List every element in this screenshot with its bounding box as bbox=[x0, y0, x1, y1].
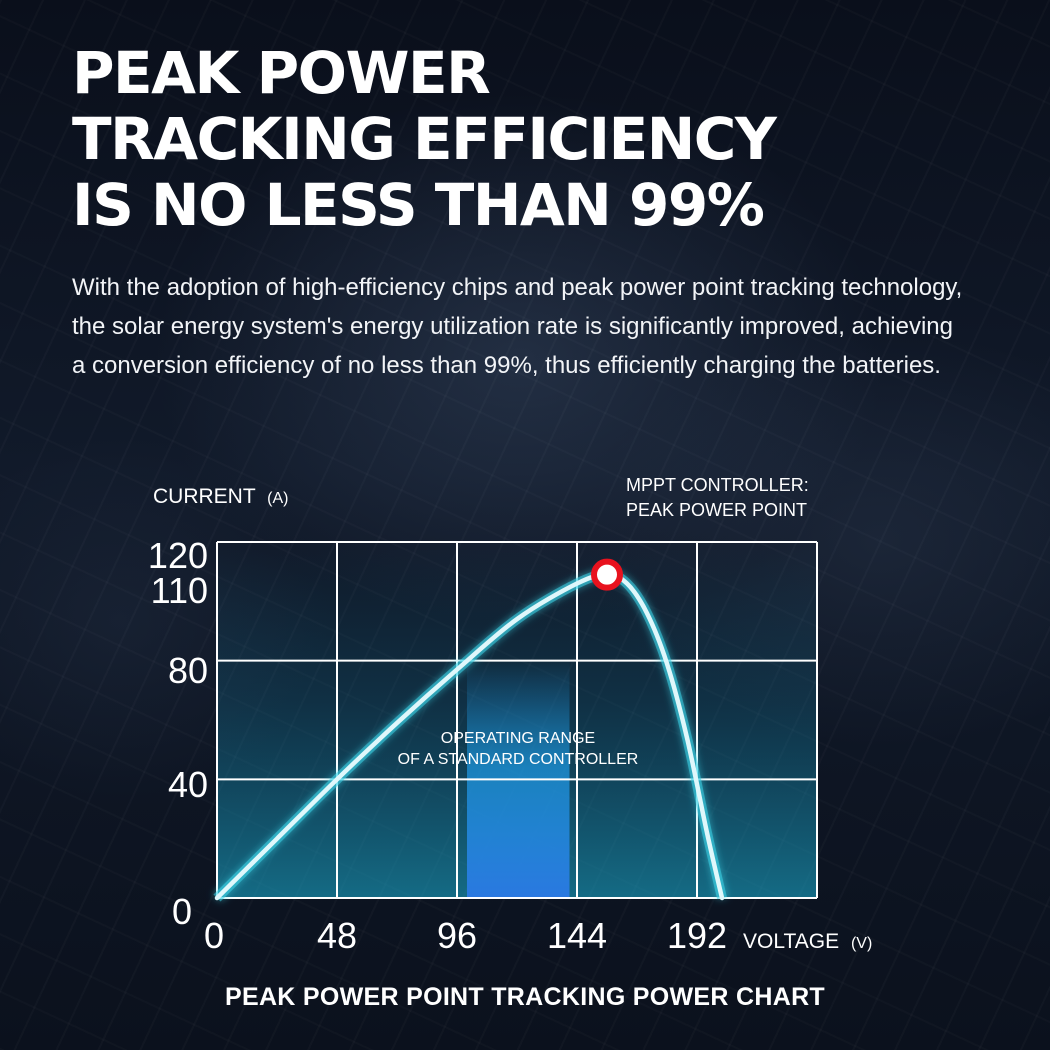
y-tick-label: 120 bbox=[148, 535, 208, 576]
headline-line-2: TRACKING EFFICIENCY bbox=[72, 105, 777, 173]
headline-line-1: PEAK POWER bbox=[72, 39, 491, 107]
y-axis-label: CURRENT (A) bbox=[153, 485, 288, 508]
description: With the adoption of high-efficiency chi… bbox=[72, 274, 963, 379]
x-tick-label: 144 bbox=[547, 915, 607, 956]
x-tick-label: 48 bbox=[317, 915, 357, 956]
peak-power-point-marker bbox=[591, 558, 623, 591]
chart-grid bbox=[216, 541, 818, 899]
y-tick-label: 80 bbox=[168, 650, 208, 691]
y-tick-label: 0 bbox=[172, 891, 192, 932]
headline: PEAK POWER TRACKING EFFICIENCY IS NO LES… bbox=[72, 40, 932, 238]
x-tick-label: 0 bbox=[204, 915, 224, 956]
x-tick-label: 96 bbox=[437, 915, 477, 956]
headline-line-3: IS NO LESS THAN 99% bbox=[72, 171, 765, 239]
band-annotation-line-1: OPERATING RANGE bbox=[441, 730, 595, 747]
band-annotation-line-2: OF A STANDARD CONTROLLER bbox=[398, 751, 639, 768]
peak-annotation-line-1: MPPT CONTROLLER: bbox=[626, 475, 809, 495]
power-curve bbox=[214, 572, 725, 901]
x-tick-labels: 0 48 96 144 192 bbox=[204, 915, 727, 956]
chart-title: PEAK POWER POINT TRACKING POWER CHART bbox=[225, 983, 825, 1011]
peak-annotation-line-2: PEAK POWER POINT bbox=[626, 500, 807, 520]
x-tick-label: 192 bbox=[667, 915, 727, 956]
y-tick-label: 110 bbox=[151, 570, 208, 611]
x-axis-label: VOLTAGE (V) bbox=[743, 930, 872, 953]
y-tick-label: 40 bbox=[168, 764, 208, 805]
